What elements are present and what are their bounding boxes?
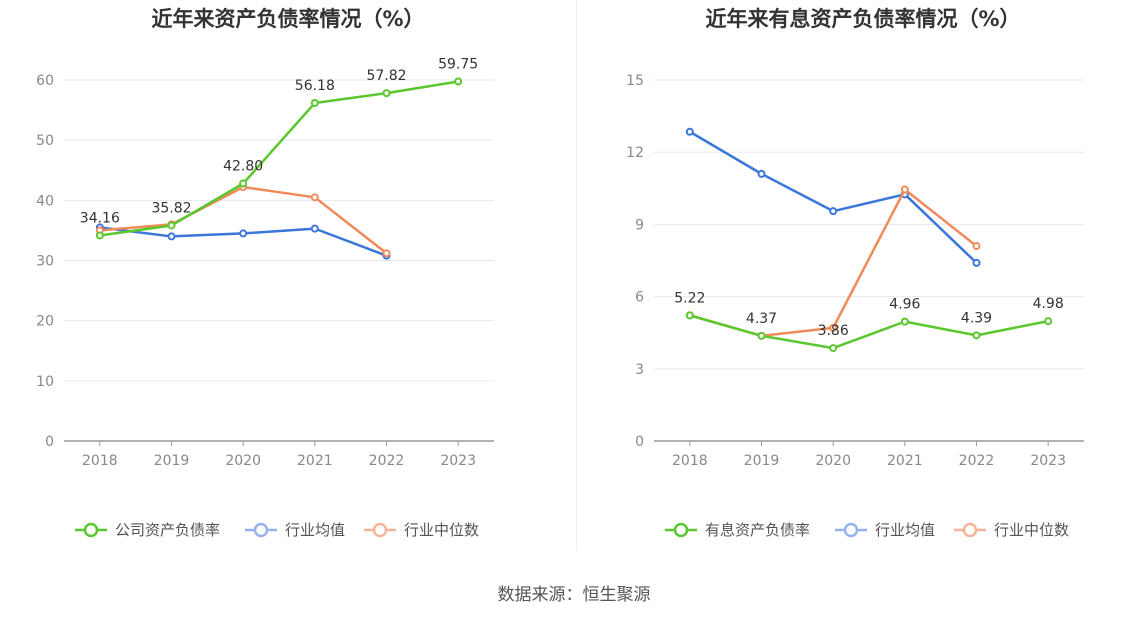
data-point-1: [167, 232, 176, 241]
data-point-2: [310, 193, 319, 202]
data-point-0: [454, 77, 463, 86]
x-tick-label: 2022: [369, 453, 405, 469]
data-point-1: [972, 258, 981, 267]
x-tick-label: 2023: [1030, 453, 1066, 469]
data-point-0: [900, 317, 909, 326]
y-tick-label: 0: [635, 434, 644, 450]
series-line-0: [689, 314, 1049, 350]
series-line-2: [99, 185, 388, 255]
x-tick-label: 2018: [82, 453, 118, 469]
data-label: 56.18: [295, 78, 335, 94]
legend-marker-0: [673, 522, 689, 538]
data-point-1: [829, 207, 838, 216]
data-label: 59.75: [438, 57, 478, 73]
data-point-2: [829, 323, 838, 332]
x-tick-label: 2020: [815, 453, 851, 469]
debt-ratio-chart: 近年来资产负债率情况（%） 0 10 20 30 40 50 60 2018 2019 2020 20…: [36, 7, 494, 539]
y-tick-label: 60: [36, 73, 54, 89]
y-tick-label: 12: [626, 145, 644, 161]
data-point-0: [382, 89, 391, 98]
x-tick-label: 2020: [225, 453, 261, 469]
x-tick-label: 2023: [440, 453, 476, 469]
data-point-2: [900, 185, 909, 194]
chart-divider: [576, 0, 577, 550]
y-tick-label: 10: [36, 374, 54, 390]
data-point-0: [95, 231, 104, 240]
chart-title: 近年来有息资产负债率情况（%）: [705, 7, 1020, 31]
legend-marker-1: [253, 522, 269, 538]
y-tick-label: 30: [36, 254, 54, 270]
y-tick-label: 3: [635, 362, 644, 378]
series-line-1: [689, 130, 978, 264]
x-tick-label: 2022: [959, 453, 995, 469]
y-tick-label: 9: [635, 217, 644, 233]
chart-title: 近年来资产负债率情况（%）: [151, 7, 424, 31]
data-label: 42.80: [223, 158, 263, 174]
data-point-2: [972, 242, 981, 251]
data-label: 5.22: [674, 290, 705, 306]
x-tick-label: 2021: [297, 453, 333, 469]
data-label: 4.39: [961, 310, 992, 326]
data-label: 3.86: [818, 323, 849, 339]
data-point-0: [310, 98, 319, 107]
x-tick-label: 2019: [744, 453, 780, 469]
legend-label-2: 行业中位数: [404, 521, 479, 539]
data-label: 35.82: [151, 200, 191, 216]
data-point-0: [829, 344, 838, 353]
y-tick-label: 20: [36, 314, 54, 330]
data-point-1: [685, 127, 694, 136]
data-label: 57.82: [366, 68, 406, 84]
data-point-0: [1044, 317, 1053, 326]
legend-marker-0: [83, 522, 99, 538]
data-point-0: [972, 331, 981, 340]
x-tick-label: 2021: [887, 453, 923, 469]
legend-marker-2: [372, 522, 388, 538]
y-tick-label: 50: [36, 133, 54, 149]
y-tick-label: 40: [36, 193, 54, 209]
y-tick-label: 6: [635, 290, 644, 306]
legend-label-1: 行业均值: [875, 521, 935, 539]
legend-label-1: 行业均值: [285, 521, 345, 539]
interest-debt-ratio-chart: 近年来有息资产负债率情况（%） 0 3 6 9 12 15 2018 2019 2020 2021 2…: [626, 7, 1084, 539]
data-point-2: [382, 249, 391, 258]
data-source: 数据来源：恒生聚源: [497, 585, 651, 605]
y-tick-label: 0: [45, 434, 54, 450]
legend-marker-2: [962, 522, 978, 538]
x-tick-label: 2019: [154, 453, 190, 469]
data-point-0: [167, 221, 176, 230]
legend-label-0: 有息资产负债率: [705, 521, 810, 539]
legend-label-0: 公司资产负债率: [115, 521, 220, 539]
data-point-0: [757, 331, 766, 340]
series-line-0: [99, 80, 459, 237]
data-label: 4.37: [746, 311, 777, 327]
data-point-1: [239, 229, 248, 238]
data-point-1: [757, 169, 766, 178]
charts-area: 近年来资产负债率情况（%） 0 10 20 30 40 50 60 2018 2019 2020 20…: [36, 0, 1084, 550]
data-point-0: [239, 179, 248, 188]
data-point-0: [685, 311, 694, 320]
data-point-1: [310, 224, 319, 233]
data-label: 34.16: [80, 210, 120, 226]
legend-marker-1: [843, 522, 859, 538]
data-label: 4.96: [889, 297, 920, 313]
y-tick-label: 15: [626, 73, 644, 89]
x-tick-label: 2018: [672, 453, 708, 469]
data-label: 4.98: [1033, 296, 1064, 312]
legend-label-2: 行业中位数: [994, 521, 1069, 539]
